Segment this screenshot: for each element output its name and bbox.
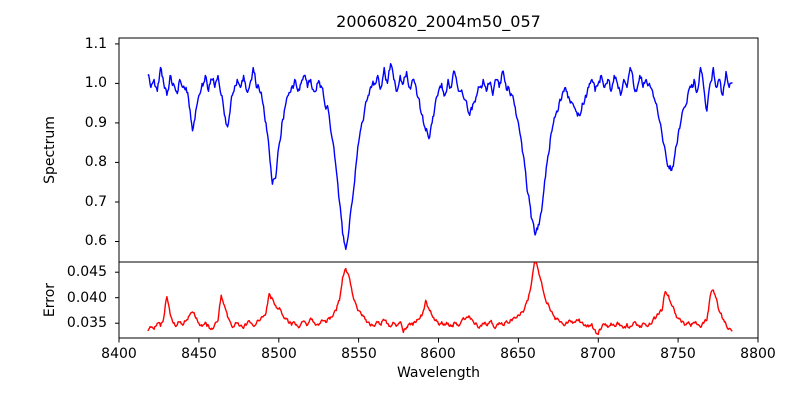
spectrum-ytick-label: 1.0 — [84, 75, 107, 91]
x-tick-label: 8500 — [261, 346, 297, 362]
spectrum-ytick-label: 1.1 — [84, 36, 107, 52]
x-axis-label: Wavelength — [396, 365, 481, 381]
x-tick-label: 8600 — [420, 346, 456, 362]
x-tick-label: 8800 — [740, 346, 776, 362]
plot-title: 20060820_2004m50_057 — [336, 12, 541, 31]
spectrum-ytick-label: 0.7 — [84, 194, 107, 210]
error-ytick-label: 0.040 — [66, 290, 107, 306]
x-tick-label: 8650 — [500, 346, 536, 362]
spectrum-ytick-label: 0.9 — [84, 115, 107, 131]
spectrum-ytick-label: 0.8 — [84, 154, 107, 170]
error-line — [147, 262, 733, 336]
error-panel-frame — [118, 261, 759, 339]
x-tick-label: 8750 — [660, 346, 696, 362]
spectrum-line — [147, 63, 733, 251]
error-y-axis-label: Error — [42, 282, 58, 318]
error-ytick-label: 0.045 — [66, 264, 107, 280]
spectrum-ytick-label: 0.6 — [84, 233, 107, 249]
error-ytick-label: 0.035 — [66, 315, 107, 331]
x-tick-label: 8700 — [580, 346, 616, 362]
x-tick-label: 8400 — [101, 346, 137, 362]
spectrum-panel-frame — [118, 37, 759, 263]
spectrum-y-axis-label: Spectrum — [42, 116, 58, 184]
x-tick-label: 8450 — [181, 346, 217, 362]
x-tick-label: 8550 — [341, 346, 377, 362]
